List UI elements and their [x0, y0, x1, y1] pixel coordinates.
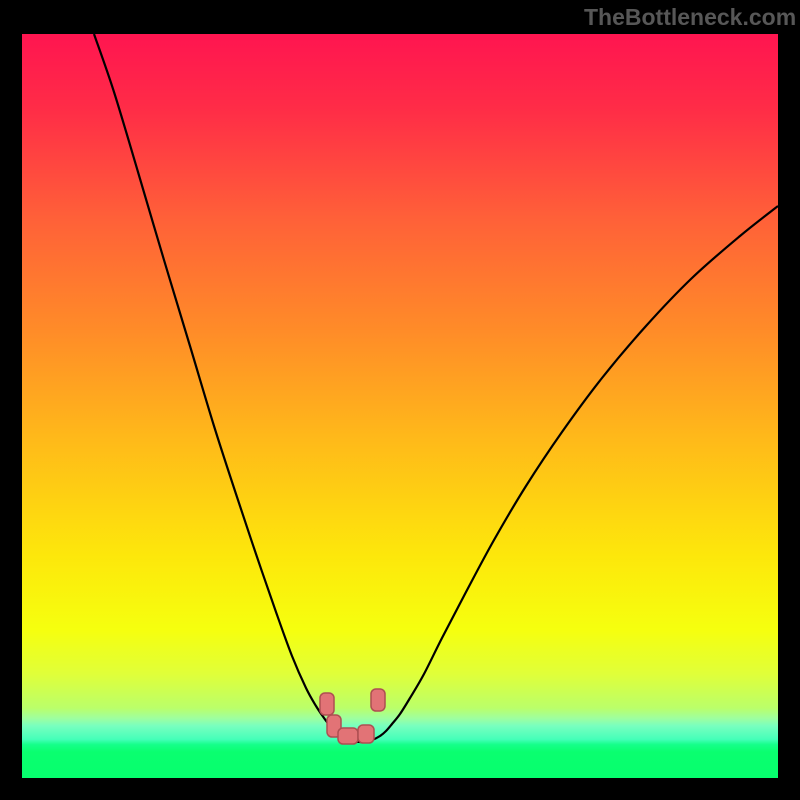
marker-point	[320, 693, 334, 715]
marker-point	[358, 725, 374, 743]
marker-point	[371, 689, 385, 711]
gradient-background	[22, 34, 778, 778]
bottleneck-chart	[0, 0, 800, 800]
watermark-text: TheBottleneck.com	[584, 4, 796, 31]
marker-point	[338, 728, 358, 744]
